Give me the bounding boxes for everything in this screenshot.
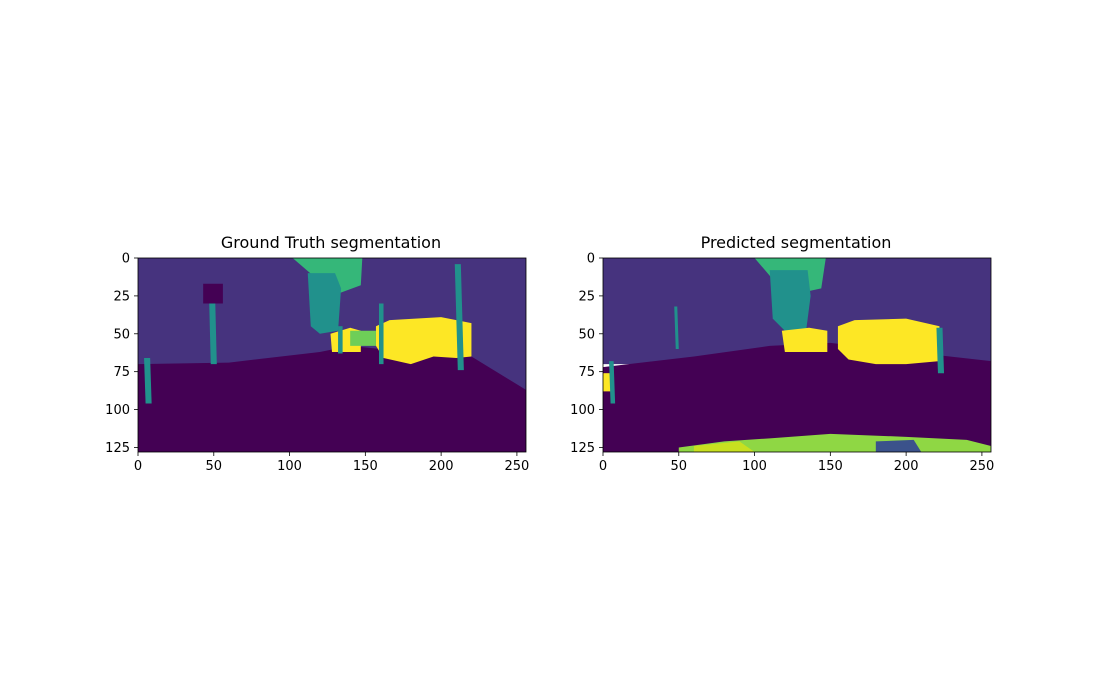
y-tick-label: 100: [105, 403, 130, 418]
x-tick-label: 0: [134, 459, 142, 474]
segment-bush: [350, 330, 376, 346]
x-tick-label: 200: [429, 459, 454, 474]
segment-pole-center: [338, 326, 343, 354]
y-tick-label: 75: [578, 365, 595, 380]
x-tick-label: 100: [742, 459, 767, 474]
y-tick-label: 75: [113, 365, 130, 380]
y-tick-label: 25: [578, 289, 595, 304]
panel-1-title: Ground Truth segmentation: [221, 233, 441, 252]
segment-pole-left: [209, 303, 217, 365]
y-tick-label: 125: [105, 441, 130, 456]
segment-trunk: [769, 270, 811, 331]
segment-pole-mid: [378, 303, 384, 365]
panel-2-image: [603, 258, 991, 452]
x-tick-label: 50: [671, 459, 688, 474]
segment-ground: [138, 345, 526, 452]
axes-frame: [137, 257, 527, 453]
segment-road-edge-dark: [875, 439, 922, 452]
x-tick-label: 150: [353, 459, 378, 474]
y-tick-label: 50: [113, 327, 130, 342]
y-tick-label: 125: [570, 441, 595, 456]
segment-pole-right: [936, 327, 945, 374]
x-tick-label: 250: [969, 459, 994, 474]
segment-trunk: [307, 273, 342, 334]
y-tick-label: 0: [122, 252, 130, 267]
segment-ground: [603, 342, 991, 452]
x-tick-label: 200: [894, 459, 919, 474]
y-tick-label: 100: [570, 403, 595, 418]
segment-car-main: [375, 317, 472, 365]
segment-dark-patch: [203, 283, 223, 304]
segment-road-edge-yellow: [693, 441, 755, 452]
y-tick-label: 25: [113, 289, 130, 304]
panel-ground-truth: Ground Truth segmentation 0 50 100 150 200 25…: [105, 233, 529, 474]
panel-2-title: Predicted segmentation: [701, 233, 892, 252]
segment-pole-right: [454, 264, 464, 371]
panel-1-image: [138, 258, 526, 452]
segment-pole-left: [674, 306, 679, 349]
y-tick-label: 50: [578, 327, 595, 342]
axes-frame: [602, 257, 992, 453]
y-tick-label: 0: [587, 252, 595, 267]
panel-1-axes: 0 50 100 150 200 250 0 25 50 75 100 125: [105, 252, 529, 475]
panel-predicted: Predicted segmentation 0 50 100 150 200 250 0 2…: [570, 233, 994, 474]
x-tick-label: 100: [277, 459, 302, 474]
segment-pole-near: [144, 358, 152, 404]
segment-car-small: [781, 327, 828, 352]
x-tick-label: 250: [504, 459, 529, 474]
segment-car-main: [837, 318, 940, 365]
x-tick-label: 50: [206, 459, 223, 474]
x-tick-label: 150: [818, 459, 843, 474]
panel-2-axes: 0 50 100 150 200 250 0 25 50 75 100 125: [570, 252, 994, 475]
segment-left-pole: [609, 361, 616, 404]
x-tick-label: 0: [599, 459, 607, 474]
